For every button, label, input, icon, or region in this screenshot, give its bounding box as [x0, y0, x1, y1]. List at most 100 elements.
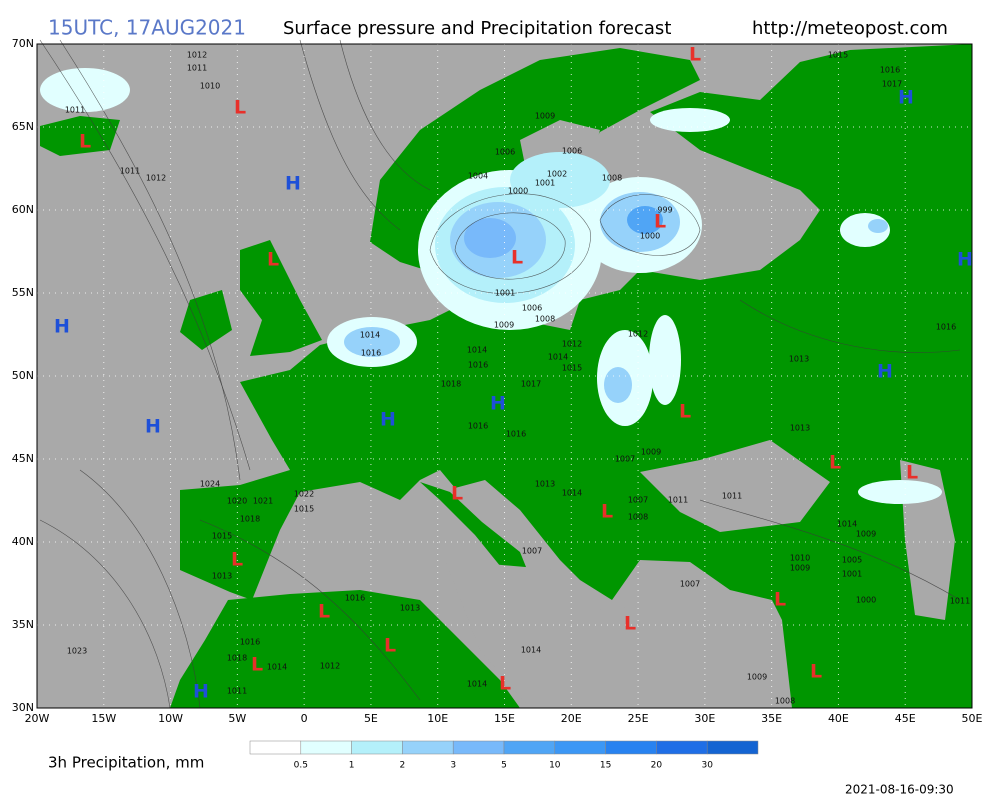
isobar-label: 1016	[506, 430, 526, 439]
legend-title: 3h Precipitation, mm	[48, 754, 204, 772]
isobar-label: 1016	[468, 422, 488, 431]
isobar-label: 1000	[508, 187, 528, 196]
pressure-center: H	[145, 416, 161, 438]
colorbar-swatch	[503, 740, 556, 755]
pressure-center: L	[810, 661, 822, 683]
isobar-label: 1000	[640, 232, 660, 241]
colorbar-tick: 20	[651, 761, 663, 771]
isobar-label: 1014	[267, 663, 287, 672]
isobar-label: 1016	[880, 66, 900, 75]
isobar-label: 1018	[441, 380, 461, 389]
pressure-center: H	[193, 681, 209, 703]
isobar-label: 1012	[187, 51, 207, 60]
isobar-label: 1018	[227, 654, 247, 663]
colorbar-swatch	[402, 740, 454, 755]
map-frame	[36, 43, 973, 709]
isobar-label: 1013	[400, 604, 420, 613]
isobar-label: 1008	[602, 174, 622, 183]
lon-label: 10E	[427, 712, 448, 725]
pressure-center: L	[601, 501, 613, 523]
colorbar-tick: 15	[600, 761, 611, 771]
lat-label: 70N	[12, 37, 34, 50]
isobar-label: 1011	[668, 496, 688, 505]
isobar-label: 1014	[521, 646, 541, 655]
pressure-center: H	[957, 249, 973, 271]
isobar-label: 1018	[240, 515, 260, 524]
isobar-label: 1009	[856, 530, 876, 539]
pressure-center: L	[511, 247, 523, 269]
isobar-label: 1011	[950, 597, 970, 606]
isobar-label: 1006	[562, 147, 582, 156]
isobar-label: 1009	[790, 564, 810, 573]
colorbar-swatch	[300, 740, 352, 755]
isobar-label: 1001	[535, 179, 555, 188]
pressure-center: L	[231, 549, 243, 571]
lat-label: 65N	[12, 120, 34, 133]
isobar-label: 1014	[548, 353, 568, 362]
isobar-label: 1020	[227, 497, 247, 506]
colorbar-tick: 1	[349, 761, 355, 771]
isobar-label: 1013	[535, 480, 555, 489]
pressure-center: L	[679, 401, 691, 423]
isobar-label: 1011	[120, 167, 140, 176]
pressure-center: L	[829, 452, 841, 474]
lon-label: 15E	[494, 712, 515, 725]
isobar-label: 1007	[522, 547, 542, 556]
isobar-label: 1012	[562, 340, 582, 349]
isobar-label: 1016	[240, 638, 260, 647]
isobar-label: 1014	[837, 520, 857, 529]
isobar-label: 1013	[790, 424, 810, 433]
pressure-center: L	[318, 601, 330, 623]
pressure-center: H	[285, 173, 301, 195]
map-title: Surface pressure and Precipitation forec…	[283, 18, 671, 39]
isobar-label: 1012	[320, 662, 340, 671]
pressure-center: H	[54, 316, 70, 338]
lon-label: 0	[301, 712, 308, 725]
lat-label: 50N	[12, 369, 34, 382]
isobar-label: 1011	[722, 492, 742, 501]
lon-label: 15W	[91, 712, 116, 725]
pressure-center: L	[234, 97, 246, 119]
isobar-label: 1007	[680, 580, 700, 589]
colorbar-swatch	[656, 740, 708, 755]
isobar-label: 1016	[936, 323, 956, 332]
pressure-center: L	[654, 211, 666, 233]
isobar-label: 1009	[535, 112, 555, 121]
isobar-label: 1011	[187, 64, 207, 73]
lat-label: 35N	[12, 618, 34, 631]
colorbar-tick: 3	[450, 761, 456, 771]
isobar-label: 1005	[842, 556, 862, 565]
lat-label: 45N	[12, 452, 34, 465]
isobar-label: 1009	[747, 673, 767, 682]
isobar-label: 1015	[828, 51, 848, 60]
isobar-label: 1008	[628, 513, 648, 522]
isobar-label: 1016	[345, 594, 365, 603]
colorbar-swatch	[554, 740, 606, 755]
isobar-label: 1013	[212, 572, 232, 581]
isobar-label: 1010	[200, 82, 220, 91]
isobar-label: 1015	[294, 505, 314, 514]
isobar-label: 1021	[253, 497, 273, 506]
lon-label: 35E	[761, 712, 782, 725]
lat-label: 30N	[12, 701, 34, 714]
isobar-label: 1012	[628, 330, 648, 339]
pressure-center: L	[451, 483, 463, 505]
isobar-label: 1011	[227, 687, 247, 696]
forecast-time: 15UTC, 17AUG2021	[48, 16, 246, 40]
colorbar-tick: 2	[400, 761, 406, 771]
isobar-label: 1013	[789, 355, 809, 364]
pressure-center: L	[267, 249, 279, 271]
pressure-center: L	[689, 44, 701, 66]
timestamp: 2021-08-16-09:30	[845, 783, 954, 797]
isobar-label: 1000	[856, 596, 876, 605]
pressure-center: L	[774, 589, 786, 611]
lon-label: 5W	[228, 712, 246, 725]
lon-label: 20E	[561, 712, 582, 725]
isobar-label: 1024	[200, 480, 220, 489]
isobar-label: 999	[657, 206, 672, 215]
isobar-label: 1012	[146, 174, 166, 183]
isobar-label: 1007	[628, 496, 648, 505]
isobar-label: 1009	[641, 448, 661, 457]
